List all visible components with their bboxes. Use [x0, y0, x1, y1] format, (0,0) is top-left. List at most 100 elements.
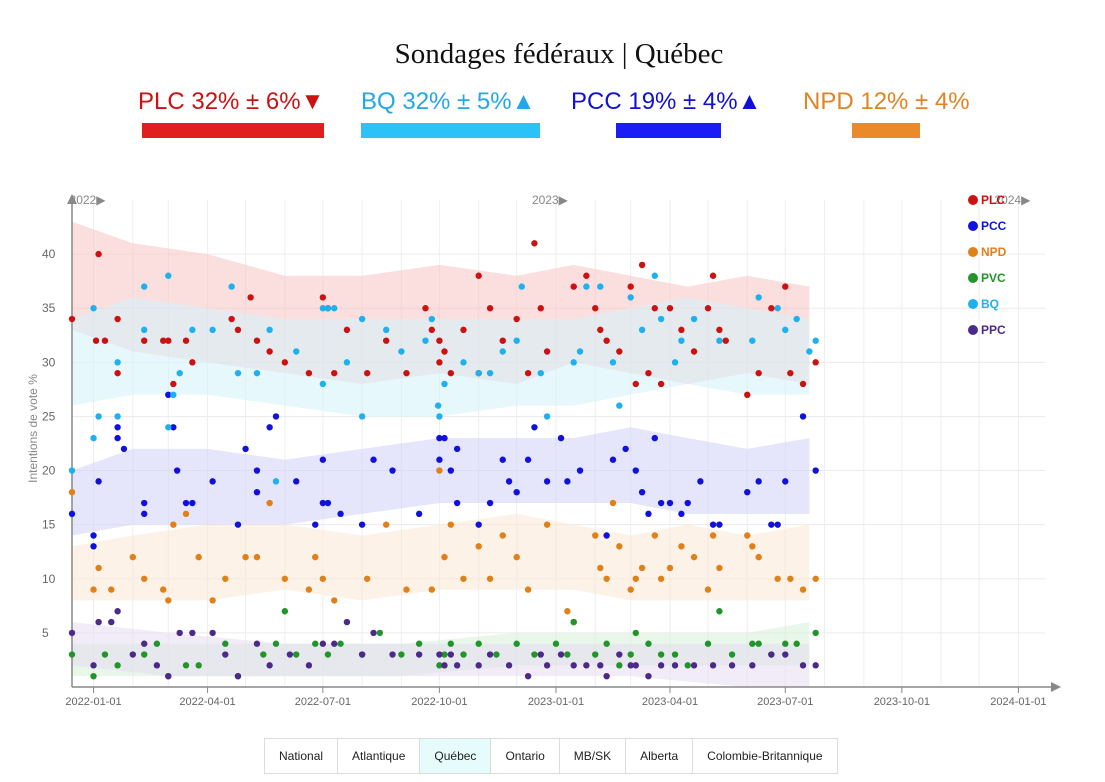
- point-npd: [638, 564, 646, 572]
- point-pvc: [793, 640, 800, 647]
- point-ppc: [627, 662, 634, 669]
- point-pvc: [141, 651, 148, 658]
- point-bq: [678, 337, 685, 344]
- point-npd: [704, 586, 712, 593]
- point-ppc: [234, 672, 242, 680]
- point-bq: [518, 283, 525, 290]
- point-bq: [774, 305, 781, 312]
- point-pvc: [531, 651, 538, 658]
- point-ppc: [153, 662, 161, 669]
- point-ppc: [657, 662, 665, 669]
- point-npd: [543, 521, 551, 528]
- point-pvc: [195, 662, 202, 669]
- point-pvc: [415, 640, 423, 647]
- point-bq: [319, 305, 327, 312]
- point-npd: [195, 553, 202, 561]
- tab-alberta[interactable]: Alberta: [626, 739, 694, 773]
- point-bq: [543, 413, 551, 420]
- point-bq: [690, 315, 698, 323]
- point-pcc: [312, 521, 319, 528]
- point-pcc: [651, 434, 658, 442]
- point-pvc: [447, 640, 455, 647]
- point-bq: [782, 326, 789, 334]
- series-ppc: [68, 608, 819, 680]
- point-bq: [638, 326, 646, 334]
- point-bq: [382, 326, 390, 334]
- point-ppc: [799, 662, 807, 669]
- tab-national[interactable]: National: [265, 739, 339, 773]
- y-axis-label: Intentions de vote %: [26, 374, 40, 483]
- point-pcc: [436, 456, 443, 463]
- point-bq: [513, 337, 520, 344]
- point-pcc: [609, 456, 617, 463]
- point-plc: [755, 369, 762, 377]
- point-ppc: [253, 640, 261, 647]
- point-npd: [603, 575, 610, 582]
- summary-bq-text: BQ 32% ± 5%: [361, 88, 512, 115]
- point-bq: [583, 283, 590, 290]
- point-npd: [182, 510, 190, 518]
- point-plc: [141, 337, 148, 344]
- point-plc: [234, 326, 242, 334]
- point-bq: [434, 402, 442, 409]
- y-tick-label: 25: [42, 409, 56, 423]
- point-plc: [592, 305, 599, 312]
- point-pcc: [768, 521, 775, 528]
- point-plc: [627, 283, 634, 290]
- point-ppc: [505, 662, 513, 669]
- point-pcc: [293, 478, 300, 485]
- point-bq: [358, 413, 366, 420]
- y-tick-label: 10: [42, 572, 56, 586]
- band-bq: [72, 297, 810, 417]
- tab-quebec[interactable]: Québec: [420, 739, 492, 773]
- summary-plc-arrow-icon: ▼: [300, 88, 325, 115]
- point-pvc: [552, 640, 560, 647]
- year-marker: 2022▶: [70, 193, 107, 207]
- x-tick-label: 2024-01-01: [990, 696, 1046, 708]
- point-pvc: [222, 640, 229, 647]
- poll-chart: 5 10 15 20 25 30 35 40 Intentions de vote % 2022-…: [26, 193, 1061, 708]
- tab-ontario[interactable]: Ontario: [491, 739, 560, 773]
- point-plc: [165, 337, 172, 344]
- point-plc: [651, 305, 658, 312]
- legend-marker-npd: [968, 247, 978, 257]
- point-bq: [627, 294, 634, 301]
- point-pcc: [475, 521, 482, 528]
- point-pvc: [182, 662, 190, 669]
- point-plc: [632, 380, 639, 388]
- point-plc: [266, 348, 273, 355]
- point-bq: [486, 369, 494, 377]
- point-ppc: [108, 618, 115, 626]
- point-npd: [95, 564, 102, 572]
- point-plc: [343, 326, 351, 334]
- point-pcc: [799, 413, 807, 420]
- point-plc: [428, 326, 436, 334]
- point-pcc: [716, 521, 723, 528]
- tab-atlantique[interactable]: Atlantique: [338, 739, 421, 773]
- point-bq: [475, 369, 482, 377]
- point-plc: [597, 326, 604, 334]
- tab-colombie-britannique[interactable]: Colombie-Britannique: [693, 739, 837, 773]
- legend-label-ppc: PPC: [981, 323, 1006, 337]
- x-tick-label: 2022-04-01: [179, 696, 235, 708]
- legend-label-plc: PLC: [981, 193, 1005, 207]
- tab-mb-sk[interactable]: MB/SK: [559, 739, 627, 773]
- point-plc: [382, 337, 390, 344]
- point-ppc: [768, 651, 775, 658]
- region-tabs: National Atlantique Québec Ontario MB/SK…: [264, 738, 838, 774]
- point-bq: [95, 413, 102, 420]
- y-tick-label: 5: [42, 626, 49, 640]
- y-tick-label: 35: [42, 301, 56, 315]
- point-npd: [812, 575, 819, 582]
- point-plc: [114, 369, 121, 377]
- point-plc: [716, 326, 723, 334]
- point-bq: [358, 315, 366, 323]
- point-pvc: [293, 651, 300, 658]
- point-npd: [305, 586, 313, 593]
- point-plc: [68, 315, 76, 323]
- point-pvc: [312, 640, 319, 647]
- point-ppc: [728, 662, 736, 669]
- point-bq: [436, 413, 443, 420]
- point-plc: [403, 369, 410, 377]
- band-npd: [72, 513, 810, 601]
